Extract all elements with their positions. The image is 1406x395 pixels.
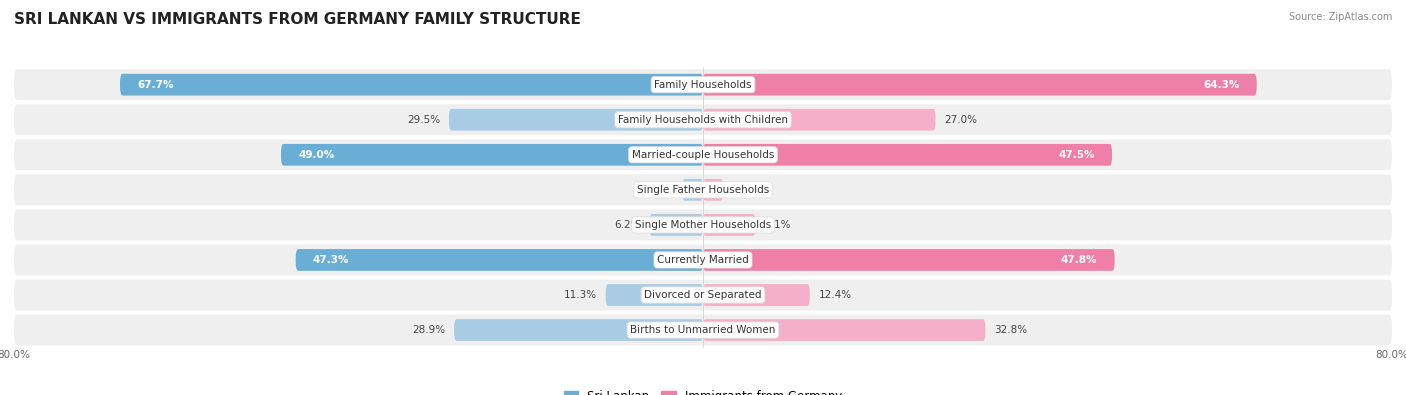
FancyBboxPatch shape (120, 74, 703, 96)
Text: 47.3%: 47.3% (314, 255, 349, 265)
FancyBboxPatch shape (703, 109, 935, 131)
Text: 6.1%: 6.1% (763, 220, 790, 230)
FancyBboxPatch shape (14, 175, 1392, 205)
Text: Family Households: Family Households (654, 80, 752, 90)
Text: 67.7%: 67.7% (138, 80, 174, 90)
Text: 29.5%: 29.5% (408, 115, 440, 125)
FancyBboxPatch shape (449, 109, 703, 131)
FancyBboxPatch shape (295, 249, 703, 271)
FancyBboxPatch shape (650, 214, 703, 236)
FancyBboxPatch shape (703, 214, 755, 236)
FancyBboxPatch shape (606, 284, 703, 306)
Text: 64.3%: 64.3% (1204, 80, 1240, 90)
FancyBboxPatch shape (703, 179, 723, 201)
FancyBboxPatch shape (281, 144, 703, 166)
Text: Single Father Households: Single Father Households (637, 185, 769, 195)
Text: 6.2%: 6.2% (614, 220, 641, 230)
FancyBboxPatch shape (454, 319, 703, 341)
Text: 28.9%: 28.9% (412, 325, 446, 335)
Text: 47.5%: 47.5% (1059, 150, 1095, 160)
FancyBboxPatch shape (14, 139, 1392, 170)
FancyBboxPatch shape (703, 249, 1115, 271)
FancyBboxPatch shape (703, 319, 986, 341)
Text: Married-couple Households: Married-couple Households (631, 150, 775, 160)
Text: 49.0%: 49.0% (298, 150, 335, 160)
Legend: Sri Lankan, Immigrants from Germany: Sri Lankan, Immigrants from Germany (564, 390, 842, 395)
Text: 2.3%: 2.3% (731, 185, 758, 195)
Text: Source: ZipAtlas.com: Source: ZipAtlas.com (1288, 12, 1392, 22)
Text: Currently Married: Currently Married (657, 255, 749, 265)
Text: SRI LANKAN VS IMMIGRANTS FROM GERMANY FAMILY STRUCTURE: SRI LANKAN VS IMMIGRANTS FROM GERMANY FA… (14, 12, 581, 27)
Text: 32.8%: 32.8% (994, 325, 1028, 335)
FancyBboxPatch shape (703, 74, 1257, 96)
Text: 27.0%: 27.0% (945, 115, 977, 125)
Text: 47.8%: 47.8% (1062, 255, 1098, 265)
Text: Family Households with Children: Family Households with Children (619, 115, 787, 125)
FancyBboxPatch shape (14, 245, 1392, 275)
FancyBboxPatch shape (14, 104, 1392, 135)
Text: 2.4%: 2.4% (647, 185, 673, 195)
Text: Divorced or Separated: Divorced or Separated (644, 290, 762, 300)
FancyBboxPatch shape (14, 209, 1392, 240)
FancyBboxPatch shape (703, 144, 1112, 166)
Text: Single Mother Households: Single Mother Households (636, 220, 770, 230)
FancyBboxPatch shape (14, 280, 1392, 310)
Text: 12.4%: 12.4% (818, 290, 852, 300)
FancyBboxPatch shape (14, 69, 1392, 100)
FancyBboxPatch shape (703, 284, 810, 306)
Text: 11.3%: 11.3% (564, 290, 598, 300)
FancyBboxPatch shape (14, 315, 1392, 346)
FancyBboxPatch shape (682, 179, 703, 201)
Text: Births to Unmarried Women: Births to Unmarried Women (630, 325, 776, 335)
